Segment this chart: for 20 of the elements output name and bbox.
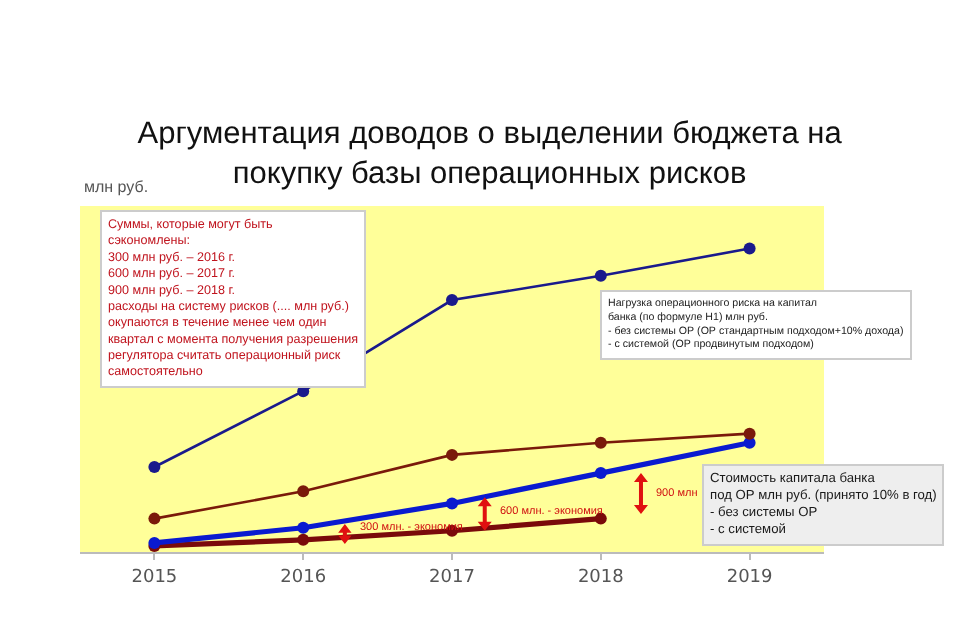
point	[148, 512, 161, 525]
point	[297, 521, 310, 534]
point	[594, 467, 607, 480]
x-tick-label: 2017	[429, 567, 475, 588]
point	[297, 533, 310, 546]
point	[446, 448, 458, 461]
point	[743, 242, 756, 255]
point	[297, 485, 310, 498]
y-axis-title: млн руб.	[84, 178, 149, 196]
point	[594, 436, 607, 449]
x-tick-label: 2015	[131, 567, 178, 588]
point	[743, 427, 756, 440]
x-tick-label: 2016	[280, 567, 327, 588]
point	[594, 512, 607, 525]
point	[446, 294, 458, 307]
point	[594, 269, 607, 282]
point	[148, 461, 161, 474]
point	[446, 497, 458, 510]
x-tick-label: 2018	[577, 567, 625, 588]
x-tick-label: 2019	[726, 567, 774, 588]
